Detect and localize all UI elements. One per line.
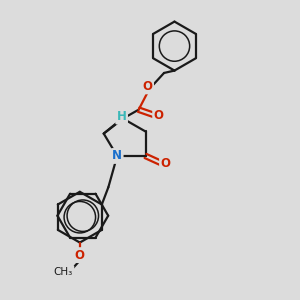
Text: H: H: [117, 110, 127, 123]
Text: O: O: [142, 80, 153, 93]
Text: N: N: [112, 149, 122, 163]
Text: O: O: [154, 109, 164, 122]
Text: O: O: [160, 157, 170, 170]
Text: CH₃: CH₃: [54, 266, 73, 277]
Text: O: O: [75, 249, 85, 262]
